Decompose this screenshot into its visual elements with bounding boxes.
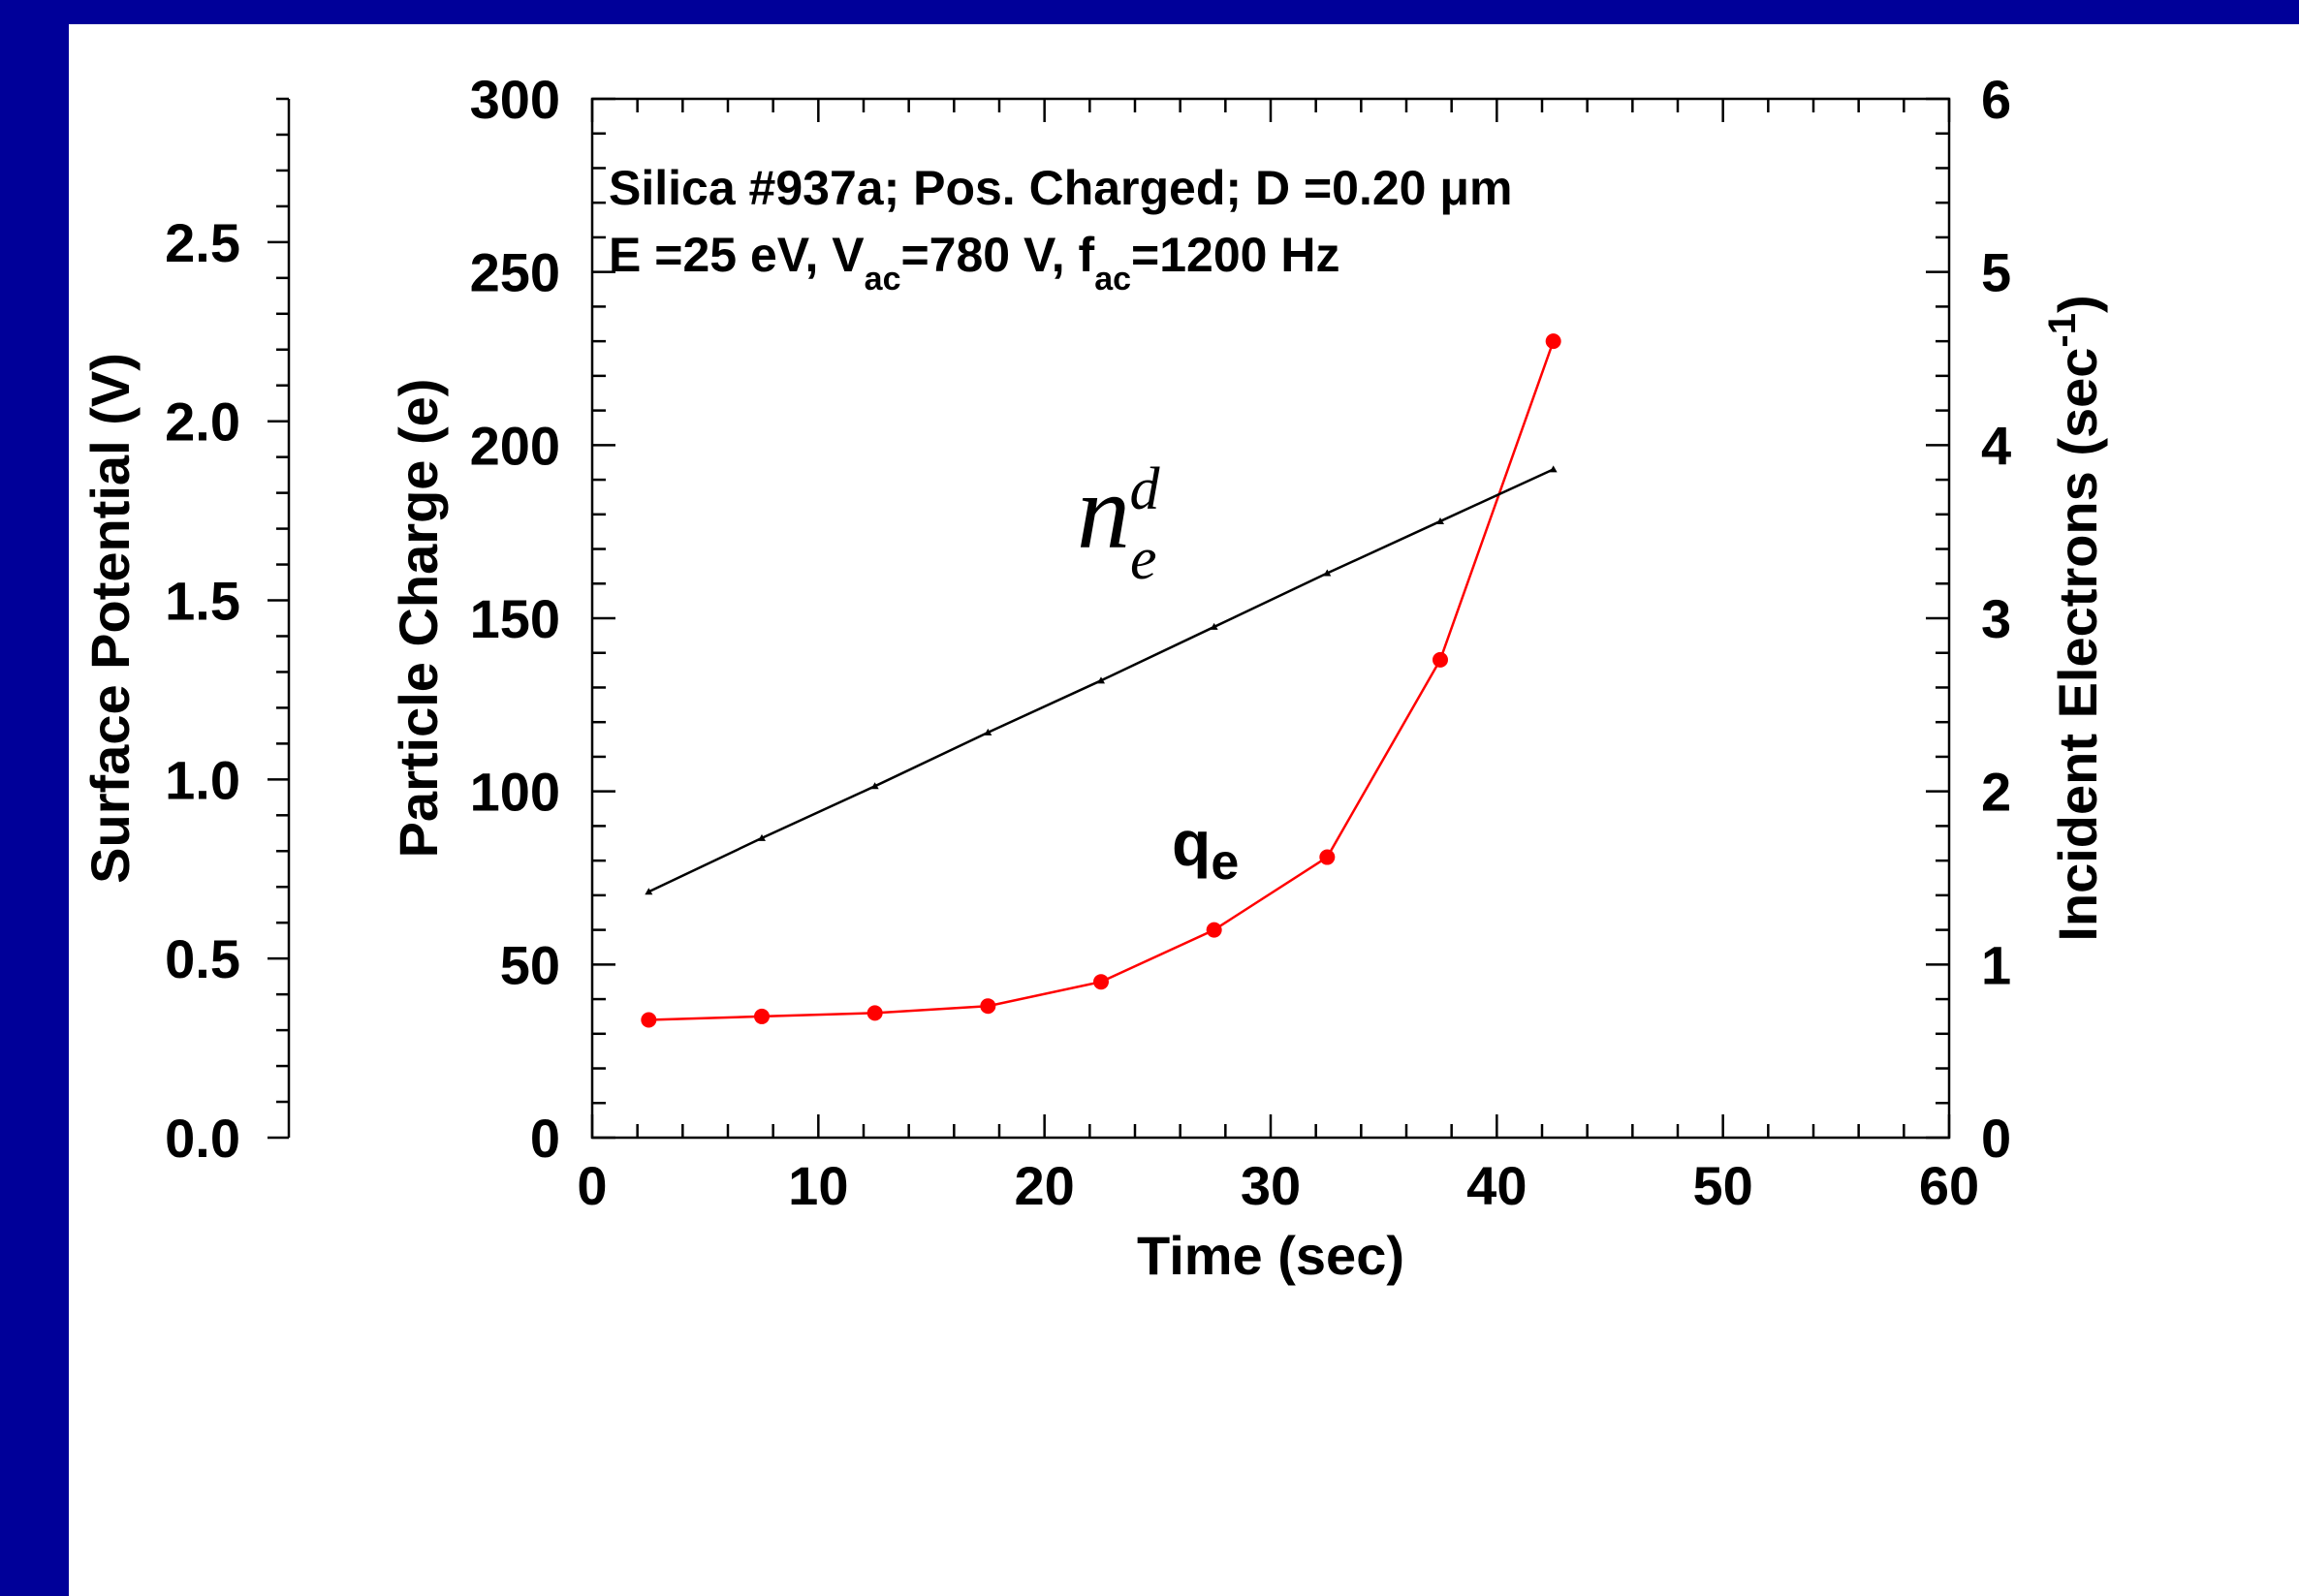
ne-data-point	[1549, 465, 1558, 473]
surface-potential-tick-label: 1.0	[165, 749, 240, 810]
annotation-line-1: Silica #937a; Pos. Charged; D =0.20 μm	[609, 161, 1512, 215]
qe-data-point	[641, 1012, 657, 1028]
qe-data-point	[1319, 849, 1336, 865]
annotation-energy: E =25 eV, V	[609, 228, 865, 282]
y-tick-label: 250	[470, 242, 560, 303]
tick-marks	[268, 97, 1951, 1140]
incident-electrons-tick-label: 6	[1981, 69, 2011, 130]
surface-potential-tick-label: 0.5	[165, 928, 240, 989]
annotation-fac-subscript: ac	[1094, 261, 1131, 297]
y-tick-label: 300	[470, 69, 560, 130]
ne-data-point	[758, 833, 766, 841]
ne-data-point	[1097, 676, 1105, 684]
annotation-vac-subscript: ac	[865, 261, 901, 297]
qe-data-point	[1433, 651, 1448, 668]
x-tick-label: 10	[788, 1155, 848, 1216]
y-tick-label: 0	[530, 1108, 560, 1169]
ne-label-base: n	[1077, 453, 1130, 571]
ne-data-point	[984, 728, 992, 735]
qe-series-label: qe	[1172, 807, 1239, 891]
annotation-frequency: =1200 Hz	[1131, 228, 1339, 282]
y-tick-label: 150	[470, 588, 560, 649]
y-tick-label: 200	[470, 415, 560, 476]
ne-data-point	[870, 782, 879, 790]
surface-potential-tick-label: 0.0	[165, 1108, 240, 1169]
incident-electrons-tick-label: 5	[1981, 242, 2011, 303]
ne-label-superscript: d	[1130, 456, 1161, 522]
incident-electrons-tick-label: 3	[1981, 588, 2011, 649]
incident-electrons-tick-label: 2	[1981, 762, 2011, 823]
ne-label-subscript: e	[1130, 526, 1157, 592]
incident-electrons-title-base: Incident Electrons (sec	[2047, 348, 2108, 942]
y-tick-label: 50	[500, 934, 560, 995]
ne-data-point	[645, 888, 653, 895]
annotation-voltage: =780 V, f	[900, 228, 1094, 282]
incident-electrons-title-close: )	[2047, 295, 2108, 313]
surface-potential-tick-labels: 0.0 0.5 1.0 1.5 2.0 2.5	[165, 212, 240, 1169]
x-tick-label: 50	[1693, 1155, 1753, 1216]
x-tick-label: 60	[1919, 1155, 1979, 1216]
x-tick-labels: 0 10 20 30 40 50 60	[577, 1155, 1979, 1216]
ne-data-point	[1210, 622, 1218, 630]
incident-electrons-tick-label: 4	[1981, 415, 2011, 476]
incident-electrons-tick-labels: 0 1 2 3 4 5 6	[1981, 69, 2011, 1169]
x-tick-label: 30	[1241, 1155, 1301, 1216]
surface-potential-tick-label: 2.5	[165, 212, 240, 273]
x-tick-label: 40	[1466, 1155, 1527, 1216]
annotation-line-2: E =25 eV, Vac=780 V, fac=1200 Hz	[609, 228, 1339, 297]
qe-data-point	[1206, 922, 1222, 938]
qe-data-point	[1545, 333, 1561, 350]
incident-electrons-axis-title: Incident Electrons (sec-1)	[2041, 295, 2108, 941]
y-tick-label: 100	[470, 762, 560, 823]
x-tick-label: 20	[1015, 1155, 1075, 1216]
surface-potential-axis-title: Surface Potential (V)	[79, 353, 141, 884]
y-axis-title: Particle Charge (e)	[388, 379, 449, 859]
incident-electrons-tick-label: 1	[1981, 934, 2011, 995]
ne-data-point	[1436, 516, 1444, 524]
incident-electrons-tick-label: 0	[1981, 1108, 2011, 1169]
ne-series-label: ned	[1077, 453, 1161, 592]
qe-data-point	[980, 998, 996, 1015]
qe-data-point	[1093, 974, 1109, 990]
ne-data-point	[1323, 569, 1332, 577]
series-layer	[641, 333, 1561, 1028]
incident-electrons-title-exponent: -1	[2041, 313, 2084, 348]
qe-data-point	[866, 1005, 883, 1021]
surface-potential-tick-label: 1.5	[165, 571, 240, 632]
x-axis-title: Time (sec)	[1137, 1225, 1404, 1286]
surface-potential-tick-label: 2.0	[165, 391, 240, 453]
qe-label-base: q	[1172, 807, 1211, 879]
qe-label-subscript: e	[1211, 834, 1239, 891]
plot-panel: 0 10 20 30 40 50 60 0 50 100 150 200 250 300 0.0 0.5 1…	[69, 24, 2299, 1596]
x-tick-label: 0	[577, 1155, 607, 1216]
y-tick-labels: 0 50 100 150 200 250 300	[470, 69, 560, 1169]
qe-data-point	[754, 1008, 770, 1024]
